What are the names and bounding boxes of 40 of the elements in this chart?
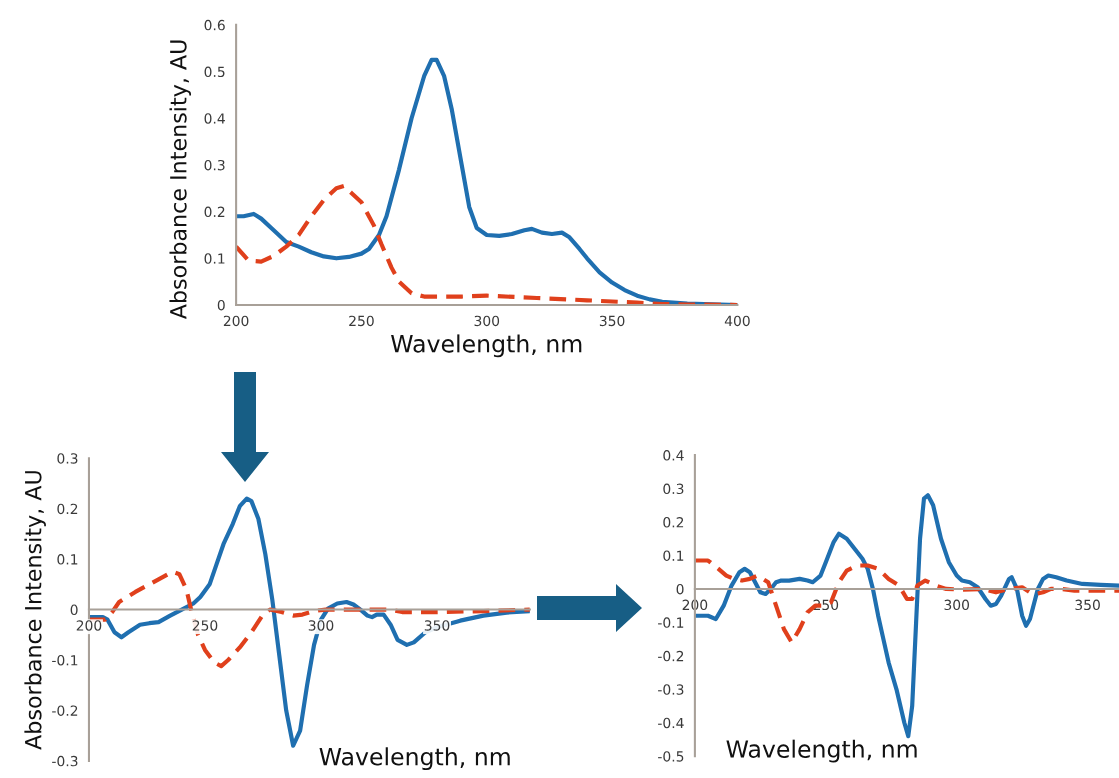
y-tick-label: 0 [676, 583, 684, 595]
y-tick-label: 0.1 [204, 253, 225, 264]
y-tick-label: 0.2 [57, 503, 78, 515]
y-tick-label: -0.4 [658, 717, 684, 729]
x-tick-label: 300 [308, 620, 334, 631]
x-tick-label: 200 [682, 599, 708, 611]
x-tick-label: 250 [349, 315, 374, 327]
y-tick-label: 0.3 [57, 453, 78, 464]
y-tick-label: 0 [217, 299, 225, 311]
y-tick-label: 0.4 [204, 113, 225, 124]
x-tick-label: 300 [474, 315, 500, 327]
y-tick-label: -0.2 [52, 705, 78, 716]
x-tick-label: 200 [76, 620, 102, 631]
y-tick-label: 0.3 [204, 159, 225, 171]
x-tick-label: 400 [724, 315, 750, 327]
y-tick-label: -0.3 [52, 755, 78, 767]
x-axis-title: Wavelength, nm [726, 739, 917, 763]
y-tick-label: 0 [70, 604, 78, 616]
y-tick-label: -0.2 [658, 650, 684, 662]
x-tick-label: 250 [192, 620, 218, 631]
x-tick-label: 200 [223, 315, 249, 327]
x-tick-label: 350 [599, 315, 625, 327]
x-axis-title: Wavelength, nm [319, 747, 510, 771]
y-tick-label: 0.1 [663, 550, 684, 561]
y-tick-label: 0.3 [663, 483, 684, 495]
y-axis-title: Absorbance Intensity, AU [169, 40, 191, 320]
x-tick-label: 350 [1075, 599, 1100, 611]
y-tick-label: -0.1 [658, 617, 684, 628]
x-tick-label: 300 [944, 599, 970, 611]
y-tick-label: 0.5 [204, 66, 225, 78]
x-axis-title: Wavelength, nm [391, 334, 582, 358]
y-tick-label: 0.6 [204, 19, 225, 31]
y-tick-label: -0.3 [658, 684, 684, 695]
y-tick-label: 0.2 [663, 517, 684, 528]
y-tick-label: -0.1 [52, 654, 78, 666]
y-axis-title: Absorbance Intensity, AU [24, 471, 46, 750]
y-tick-label: 0.4 [663, 450, 684, 461]
y-tick-label: 0.2 [204, 206, 225, 218]
y-tick-label: -0.5 [658, 751, 684, 762]
y-tick-label: 0.1 [57, 554, 78, 565]
